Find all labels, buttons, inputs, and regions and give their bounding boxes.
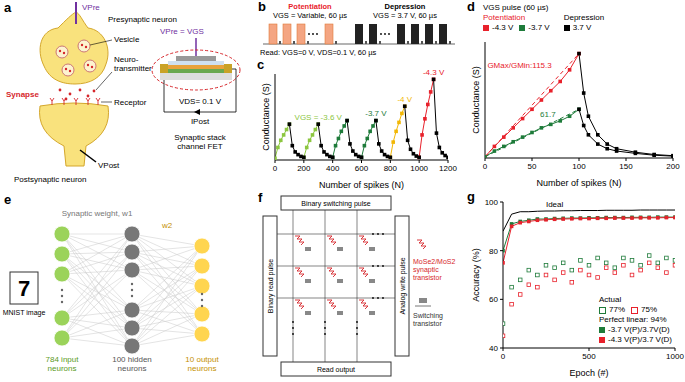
svg-text:61.7: 61.7 — [540, 110, 556, 119]
svg-text:40: 40 — [489, 344, 498, 353]
svg-text:100 hidden: 100 hidden — [112, 355, 152, 364]
html-text:-3.7 V(P)/3.7V(D): -3.7 V(P)/3.7V(D) — [608, 325, 670, 334]
svg-text:50: 50 — [528, 162, 537, 171]
svg-text:800: 800 — [384, 164, 398, 173]
svg-text:784 input: 784 input — [46, 355, 80, 364]
svg-text:VGS = -3.6 V: VGS = -3.6 V — [295, 113, 343, 122]
html-text:77%: 77% — [609, 305, 625, 314]
svg-text:MoSe2/MoS2: MoSe2/MoS2 — [413, 258, 456, 265]
svg-text:neurons: neurons — [48, 364, 77, 373]
svg-text:VPre: VPre — [82, 3, 100, 12]
html-text:Perfect linear: 94%: Perfect linear: 94% — [599, 315, 667, 324]
html-text:VGS pulse (60 µs): VGS pulse (60 µs) — [483, 3, 549, 12]
svg-text:Accuracy (%): Accuracy (%) — [471, 248, 481, 302]
html-text:3.7 V: 3.7 V — [572, 23, 592, 32]
svg-text:Analog write pulse: Analog write pulse — [399, 257, 407, 314]
svg-text:Vesicle: Vesicle — [114, 35, 140, 44]
svg-text:Switching: Switching — [413, 312, 443, 320]
svg-text:Number of spikes (N): Number of spikes (N) — [319, 180, 404, 190]
svg-text:1000: 1000 — [410, 164, 428, 173]
html-text:Depression: Depression — [563, 13, 605, 22]
svg-text:100: 100 — [572, 162, 586, 171]
svg-text:150: 150 — [619, 162, 633, 171]
svg-text:VPost: VPost — [98, 161, 120, 170]
svg-text:0: 0 — [273, 164, 278, 173]
svg-text:600: 600 — [355, 164, 369, 173]
html-text:Potentiation: Potentiation — [483, 13, 526, 22]
svg-text:400: 400 — [326, 164, 340, 173]
html-text:75%: 75% — [641, 305, 657, 314]
svg-text:Presynaptic neuron: Presynaptic neuron — [108, 15, 177, 24]
svg-text:w2: w2 — [161, 221, 173, 230]
svg-text:transistor: transistor — [413, 320, 442, 327]
html-text:d: d — [467, 0, 475, 14]
svg-text:500: 500 — [582, 352, 596, 361]
svg-text:Binary switching pulse: Binary switching pulse — [301, 200, 370, 208]
svg-text:neurons: neurons — [188, 364, 217, 373]
svg-text:b: b — [258, 0, 266, 14]
svg-text:a: a — [4, 0, 12, 15]
svg-text:Conductance (S): Conductance (S) — [471, 66, 481, 134]
html-text:-4.3 V: -4.3 V — [492, 23, 514, 32]
html-text:Actual: Actual — [599, 295, 622, 304]
svg-text:100: 100 — [485, 198, 499, 207]
svg-text:1000: 1000 — [666, 352, 684, 361]
svg-text:Ideal: Ideal — [546, 200, 564, 209]
svg-text:7: 7 — [18, 276, 30, 301]
svg-text:80: 80 — [489, 247, 498, 256]
svg-text:e: e — [4, 192, 11, 207]
svg-text:Neuro-: Neuro- — [114, 55, 139, 64]
html-text:-3.7 V: -3.7 V — [528, 23, 550, 32]
svg-text:GMax/GMin:115.3: GMax/GMin:115.3 — [487, 61, 552, 70]
svg-text:Conductance (S): Conductance (S) — [261, 83, 271, 151]
svg-text:200: 200 — [297, 164, 311, 173]
svg-text:transmitter: transmitter — [114, 64, 152, 73]
svg-text:-4.3 V: -4.3 V — [423, 68, 445, 77]
svg-text:transistor: transistor — [413, 274, 442, 281]
svg-text:Depression: Depression — [385, 2, 426, 11]
svg-text:-3.7 V: -3.7 V — [365, 109, 387, 118]
svg-text:200: 200 — [666, 162, 680, 171]
svg-text:Potentiation: Potentiation — [288, 2, 332, 11]
svg-text:Postsynaptic neuron: Postsynaptic neuron — [14, 175, 87, 184]
svg-text:-4 V: -4 V — [397, 95, 412, 104]
svg-text:1200: 1200 — [439, 164, 457, 173]
svg-text:IPost: IPost — [191, 117, 210, 126]
html-text:-4.3 V(P)/3.7 V(D): -4.3 V(P)/3.7 V(D) — [608, 335, 672, 344]
svg-text:VGS = 3.7 V, 60 µs: VGS = 3.7 V, 60 µs — [373, 11, 437, 20]
svg-text:Synaptic weight, w1: Synaptic weight, w1 — [62, 209, 133, 218]
svg-text:0: 0 — [501, 352, 506, 361]
svg-text:synaptic: synaptic — [413, 266, 439, 274]
svg-text:Synapse: Synapse — [6, 90, 39, 99]
svg-text:Epoch (#): Epoch (#) — [569, 368, 608, 378]
svg-text:0: 0 — [483, 162, 488, 171]
html-text:c: c — [257, 57, 265, 72]
svg-text:VDS= 0.1 V: VDS= 0.1 V — [179, 97, 222, 106]
svg-text:Read: VGS=0 V, VDS=0.1 V, 60 µ: Read: VGS=0 V, VDS=0.1 V, 60 µs — [260, 48, 377, 57]
svg-text:Number of spikes (N): Number of spikes (N) — [536, 178, 621, 188]
svg-text:Binary read pulse: Binary read pulse — [267, 259, 275, 314]
svg-text:VPre = VGS: VPre = VGS — [160, 27, 204, 36]
svg-text:f: f — [258, 190, 263, 205]
svg-text:MNIST image: MNIST image — [3, 309, 46, 317]
svg-text:60: 60 — [489, 295, 498, 304]
svg-text:VGS = Variable, 60 µs: VGS = Variable, 60 µs — [273, 11, 347, 20]
svg-text:10 output: 10 output — [185, 355, 219, 364]
svg-text:neurons: neurons — [118, 364, 147, 373]
html-text:g: g — [467, 189, 475, 204]
svg-text:Synaptic stack: Synaptic stack — [174, 133, 227, 142]
svg-text:Receptor: Receptor — [114, 98, 147, 107]
svg-text:channel FET: channel FET — [177, 142, 222, 151]
svg-text:Read output: Read output — [317, 366, 355, 374]
